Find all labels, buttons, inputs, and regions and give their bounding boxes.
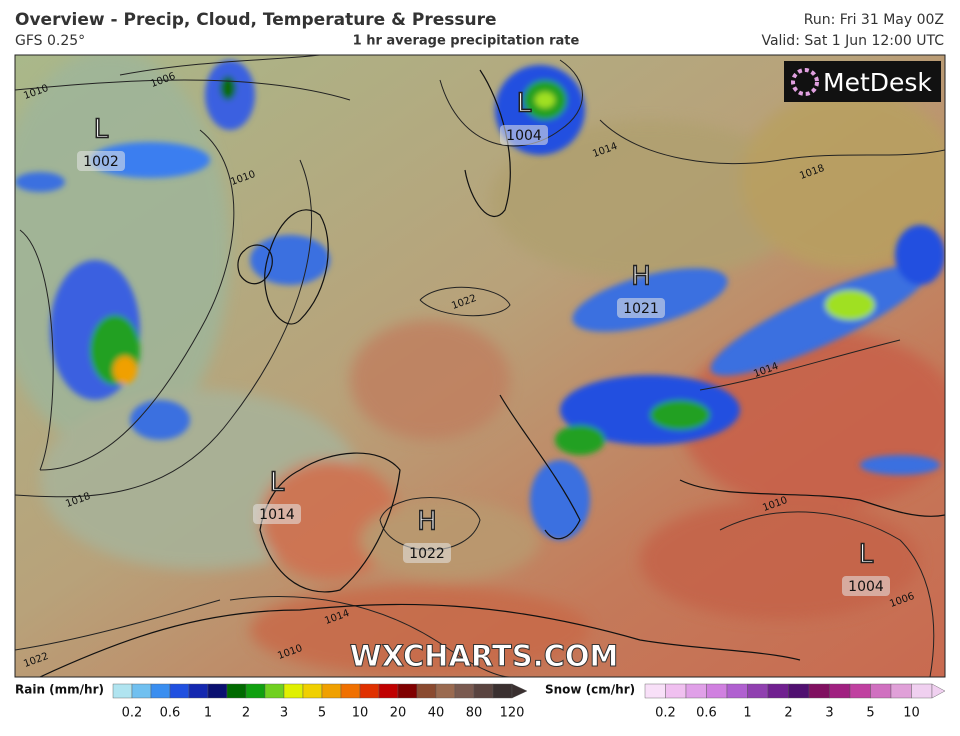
- logo-icon: [791, 68, 819, 96]
- pressure-center-letter: L: [859, 540, 874, 570]
- rain-legend-swatch: [169, 683, 190, 699]
- rain-legend-title: Rain (mm/hr): [15, 683, 104, 697]
- snow-legend-arrow: [931, 683, 946, 699]
- snow-legend-tick: 0.6: [696, 706, 717, 721]
- isobars: [15, 55, 945, 677]
- pressure-value: 1021: [623, 301, 659, 317]
- rain-legend-swatch: [283, 683, 304, 699]
- rain-legend-swatch: [264, 683, 285, 699]
- rain-legend-tick: 40: [428, 706, 445, 721]
- rain-legend-tick: 0.2: [122, 706, 143, 721]
- snow-legend-tick: 10: [903, 706, 920, 721]
- pressure-value: 1004: [506, 128, 542, 144]
- snow-legend-swatch: [890, 683, 912, 699]
- snow-legend-tick: 0.2: [655, 706, 676, 721]
- rain-legend-swatch: [416, 683, 437, 699]
- snow-legend-swatch: [911, 683, 933, 699]
- snow-legend-tick: 3: [825, 706, 833, 721]
- pressure-value-box: [842, 576, 890, 596]
- watermark: WXCHARTS.COM: [350, 639, 619, 673]
- valid-time: Valid: Sat 1 Jun 12:00 UTC: [761, 33, 944, 49]
- pressure-value: 1022: [409, 546, 445, 562]
- pressure-value: 1002: [83, 154, 119, 170]
- snow-legend-swatch: [644, 683, 666, 699]
- rain-legend-swatch: [454, 683, 475, 699]
- rain-legend-tick: 5: [318, 706, 326, 721]
- pressure-center-letter: L: [94, 115, 109, 145]
- model: GFS 0.25°: [15, 33, 85, 49]
- title: Overview - Precip, Cloud, Temperature & …: [15, 10, 497, 30]
- snow-legend-swatch: [726, 683, 748, 699]
- map: [15, 55, 945, 677]
- pressure-value: 1014: [259, 507, 295, 523]
- rain-legend-swatch: [492, 683, 513, 699]
- rain-legend-swatch: [150, 683, 171, 699]
- rain-legend-tick: 3: [280, 706, 288, 721]
- rain-legend-swatch: [340, 683, 361, 699]
- rain-legend-tick: 10: [352, 706, 369, 721]
- pressure-center-letter: L: [517, 89, 532, 119]
- rain-legend-swatch: [397, 683, 418, 699]
- rain-legend-swatch: [473, 683, 494, 699]
- logo-box: [784, 61, 941, 102]
- rain-legend-swatch: [359, 683, 380, 699]
- rain-legend-swatch: [378, 683, 399, 699]
- rain-legend-swatch: [302, 683, 323, 699]
- pressure-center-letter: L: [270, 468, 285, 498]
- snow-legend-swatch: [870, 683, 892, 699]
- snow-legend-swatch: [747, 683, 769, 699]
- snow-legend-tick: 1: [743, 706, 751, 721]
- rain-legend-arrow: [511, 683, 528, 699]
- snow-legend-swatch: [829, 683, 851, 699]
- rain-legend-tick: 2: [242, 706, 250, 721]
- logo: MetDesk: [823, 68, 932, 97]
- pressure-center-letter: H: [631, 262, 651, 292]
- pressure-value: 1004: [848, 579, 884, 595]
- pressure-value-box: [253, 504, 301, 524]
- rain-legend-swatch: [435, 683, 456, 699]
- snow-legend-tick: 5: [866, 706, 874, 721]
- rain-legend-tick: 20: [390, 706, 407, 721]
- pressure-value-box: [77, 151, 125, 171]
- rain-legend-swatch: [207, 683, 228, 699]
- rain-legend-tick: 120: [500, 706, 525, 721]
- pressure-value-box: [617, 298, 665, 318]
- snow-legend-swatch: [665, 683, 687, 699]
- rain-legend-tick: 0.6: [160, 706, 181, 721]
- pressure-value-box: [500, 125, 548, 145]
- rain-legend-tick: 80: [466, 706, 483, 721]
- pressure-value-box: [403, 543, 451, 563]
- snow-legend-swatch: [808, 683, 830, 699]
- rain-legend-swatch: [112, 683, 133, 699]
- run-time: Run: Fri 31 May 00Z: [804, 12, 944, 28]
- rain-legend-swatch: [245, 683, 266, 699]
- snow-legend-swatch: [849, 683, 871, 699]
- snow-legend-swatch: [788, 683, 810, 699]
- rain-legend-swatch: [188, 683, 209, 699]
- rain-legend-tick: 1: [204, 706, 212, 721]
- rain-legend-swatch: [131, 683, 152, 699]
- snow-legend-title: Snow (cm/hr): [545, 683, 635, 697]
- snow-legend-tick: 2: [784, 706, 792, 721]
- map-frame: [14, 54, 946, 678]
- snow-legend-swatch: [767, 683, 789, 699]
- subtitle: 1 hr average precipitation rate: [353, 34, 580, 49]
- snow-legend-swatch: [685, 683, 707, 699]
- pressure-center-letter: H: [417, 507, 437, 537]
- snow-legend-swatch: [706, 683, 728, 699]
- rain-legend-swatch: [321, 683, 342, 699]
- rain-legend-swatch: [226, 683, 247, 699]
